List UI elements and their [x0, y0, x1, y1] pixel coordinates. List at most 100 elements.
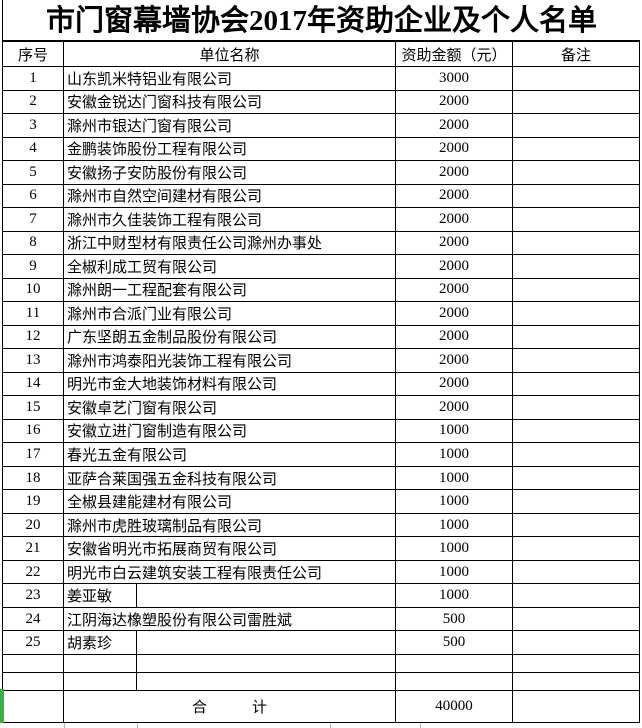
cell-remark[interactable]	[512, 254, 641, 279]
total-label-cell[interactable]: 合 计	[62, 690, 397, 723]
cell-remark[interactable]	[512, 465, 641, 491]
cell-name[interactable]: 广东坚朗五金制品股份有限公司	[62, 324, 397, 350]
cell-name[interactable]: 安徽金锐达门窗科技有限公司	[62, 89, 397, 115]
cell-remark[interactable]	[512, 418, 641, 444]
cell-name[interactable]: 安徽立进门窗制造有限公司	[62, 418, 397, 444]
sheet-title[interactable]: 市门窗幕墙协会2017年资助企业及个人名单	[2, 0, 640, 40]
cell-no[interactable]: 21	[2, 536, 64, 561]
cell-name-extra[interactable]	[135, 630, 397, 655]
cell-no[interactable]: 13	[2, 348, 64, 373]
cell-name[interactable]: 明光市金大地装饰材料有限公司	[62, 371, 397, 397]
cell-remark[interactable]	[512, 654, 641, 673]
header-remark[interactable]: 备注	[512, 40, 641, 67]
cell-no[interactable]: 23	[2, 583, 64, 608]
cell-remark[interactable]	[512, 489, 641, 514]
cell-remark[interactable]	[512, 113, 641, 138]
cell-name[interactable]: 胡素珍	[63, 630, 137, 655]
cell-no[interactable]: 12	[2, 324, 64, 350]
header-name[interactable]: 单位名称	[62, 40, 397, 67]
cell-no[interactable]: 6	[2, 183, 64, 209]
cell-no[interactable]: 16	[2, 418, 64, 444]
cell-amount[interactable]: 2000	[395, 395, 514, 420]
cell-amount[interactable]: 2000	[395, 160, 514, 185]
cell-no[interactable]: 24	[2, 606, 64, 632]
cell-no[interactable]: 15	[2, 395, 64, 420]
cell-amount[interactable]: 500	[395, 606, 514, 632]
cell-remark[interactable]	[512, 66, 641, 91]
cell-no[interactable]: 3	[2, 113, 64, 138]
header-no[interactable]: 序号	[2, 40, 64, 67]
cell-no[interactable]: 25	[2, 630, 64, 655]
cell-name[interactable]: 滁州市虎胜玻璃制品有限公司	[62, 512, 397, 538]
cell-no[interactable]: 7	[2, 207, 64, 232]
cell-name[interactable]: 全椒县建能建材有限公司	[62, 489, 397, 514]
cell-amount[interactable]: 2000	[395, 254, 514, 279]
cell-no[interactable]: 19	[2, 489, 64, 514]
cell-remark[interactable]	[512, 160, 641, 185]
cell-amount[interactable]: 1000	[395, 489, 514, 514]
cell-remark[interactable]	[512, 230, 641, 256]
cell-no[interactable]: 9	[2, 254, 64, 279]
cell-no[interactable]: 4	[2, 136, 64, 162]
cell-remark[interactable]	[512, 583, 641, 608]
cell-remark[interactable]	[512, 207, 641, 232]
cell-name[interactable]: 全椒利成工贸有限公司	[62, 254, 397, 279]
cell-remark[interactable]	[512, 371, 641, 397]
cell-remark[interactable]	[512, 136, 641, 162]
cell-name[interactable]: 安徽卓艺门窗有限公司	[62, 395, 397, 420]
cell-amount[interactable]: 2000	[395, 207, 514, 232]
cell-remark[interactable]	[512, 301, 641, 326]
cell-name[interactable]: 滁州市合派门业有限公司	[62, 301, 397, 326]
cell-amount[interactable]: 2000	[395, 230, 514, 256]
cell-name[interactable]: 山东凯米特铝业有限公司	[62, 66, 397, 91]
cell-no[interactable]: 8	[2, 230, 64, 256]
cell-amount[interactable]: 2000	[395, 371, 514, 397]
cell-no[interactable]: 10	[2, 277, 64, 303]
cell-amount[interactable]: 2000	[395, 136, 514, 162]
cell-amount[interactable]: 2000	[395, 183, 514, 209]
cell-amount[interactable]: 500	[395, 630, 514, 655]
total-no-cell[interactable]	[2, 690, 64, 723]
cell-name[interactable]: 安徽扬子安防股份有限公司	[62, 160, 397, 185]
cell-amount[interactable]: 3000	[395, 66, 514, 91]
cell-amount[interactable]: 1000	[395, 418, 514, 444]
cell-name[interactable]: 金鹏装饰股份工程有限公司	[62, 136, 397, 162]
cell-name[interactable]: 滁州市鸿泰阳光装饰工程有限公司	[62, 348, 397, 373]
cell-name[interactable]: 滁州市自然空间建材有限公司	[62, 183, 397, 209]
cell-no[interactable]: 5	[2, 160, 64, 185]
cell-no[interactable]: 14	[2, 371, 64, 397]
cell-remark[interactable]	[512, 536, 641, 561]
cell-amount[interactable]: 2000	[395, 277, 514, 303]
cell-no[interactable]: 11	[2, 301, 64, 326]
cell-remark[interactable]	[512, 512, 641, 538]
cell-remark[interactable]	[512, 89, 641, 115]
cell-name[interactable]: 滁州朗一工程配套有限公司	[62, 277, 397, 303]
cell-no[interactable]: 22	[2, 559, 64, 585]
cell-amount[interactable]: 1000	[395, 559, 514, 585]
cell-remark[interactable]	[512, 277, 641, 303]
cell-amount[interactable]: 1000	[395, 442, 514, 467]
total-remark-cell[interactable]	[512, 690, 641, 723]
cell-name[interactable]: 安徽省明光市拓展商贸有限公司	[62, 536, 397, 561]
cell-amount[interactable]: 2000	[395, 301, 514, 326]
cell-no[interactable]	[2, 654, 64, 673]
cell-name[interactable]: 姜亚敏	[63, 583, 137, 608]
cell-name[interactable]: 浙江中财型材有限责任公司滁州办事处	[62, 230, 397, 256]
cell-amount[interactable]: 1000	[395, 512, 514, 538]
cell-amount[interactable]: 2000	[395, 348, 514, 373]
cell-name[interactable]	[63, 654, 137, 673]
cell-remark[interactable]	[512, 183, 641, 209]
cell-remark[interactable]	[512, 672, 641, 691]
cell-remark[interactable]	[512, 442, 641, 467]
cell-no[interactable]: 1	[2, 66, 64, 91]
cell-amount[interactable]: 2000	[395, 324, 514, 350]
cell-name[interactable]: 滁州市银达门窗有限公司	[62, 113, 397, 138]
cell-remark[interactable]	[512, 606, 641, 632]
cell-remark[interactable]	[512, 324, 641, 350]
cell-name[interactable]: 江阴海达橡塑股份有限公司雷胜斌	[62, 606, 397, 632]
cell-name-extra[interactable]	[135, 583, 397, 608]
cell-amount[interactable]: 2000	[395, 113, 514, 138]
cell-name[interactable]	[63, 672, 137, 691]
cell-amount[interactable]: 1000	[395, 536, 514, 561]
cell-name-extra[interactable]	[135, 672, 397, 691]
